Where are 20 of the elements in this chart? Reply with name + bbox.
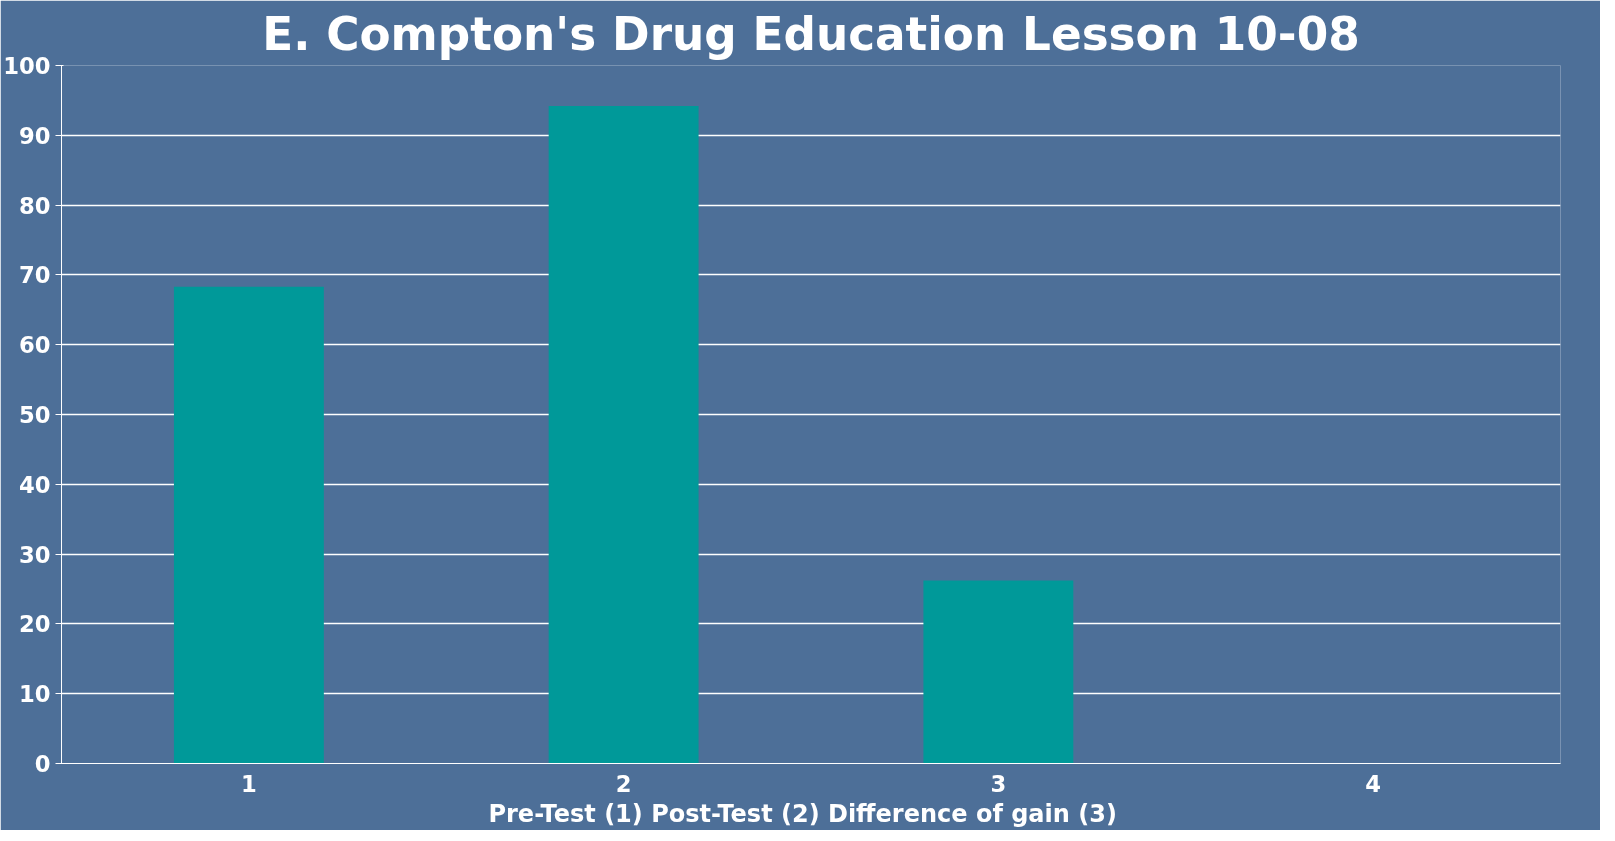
- y-tick-label: 60: [18, 332, 51, 359]
- y-tick-label: 30: [18, 541, 51, 568]
- y-tick-label: 10: [18, 681, 51, 708]
- chart-title: E. Compton's Drug Education Lesson 10-08: [262, 7, 1360, 61]
- y-tick-label: 20: [18, 611, 51, 638]
- y-tick-label: 100: [3, 53, 51, 79]
- x-tick-label: 1: [240, 770, 257, 797]
- x-tick-label: 2: [615, 770, 632, 797]
- y-tick-label: 0: [34, 751, 51, 777]
- y-tick-label: 80: [18, 192, 51, 219]
- bar: [173, 286, 324, 764]
- y-tick-label: 50: [18, 402, 51, 428]
- bar: [548, 105, 699, 764]
- x-tick-label: 4: [1365, 770, 1382, 797]
- y-tick-label: 90: [18, 122, 51, 149]
- y-tick-label: 40: [18, 471, 51, 498]
- y-tick-label: 70: [18, 262, 51, 289]
- x-tick-label: 3: [990, 770, 1007, 797]
- bar: [923, 580, 1074, 764]
- x-axis-title: Pre-Test (1) Post-Test (2) Difference of gain (3): [488, 799, 1117, 828]
